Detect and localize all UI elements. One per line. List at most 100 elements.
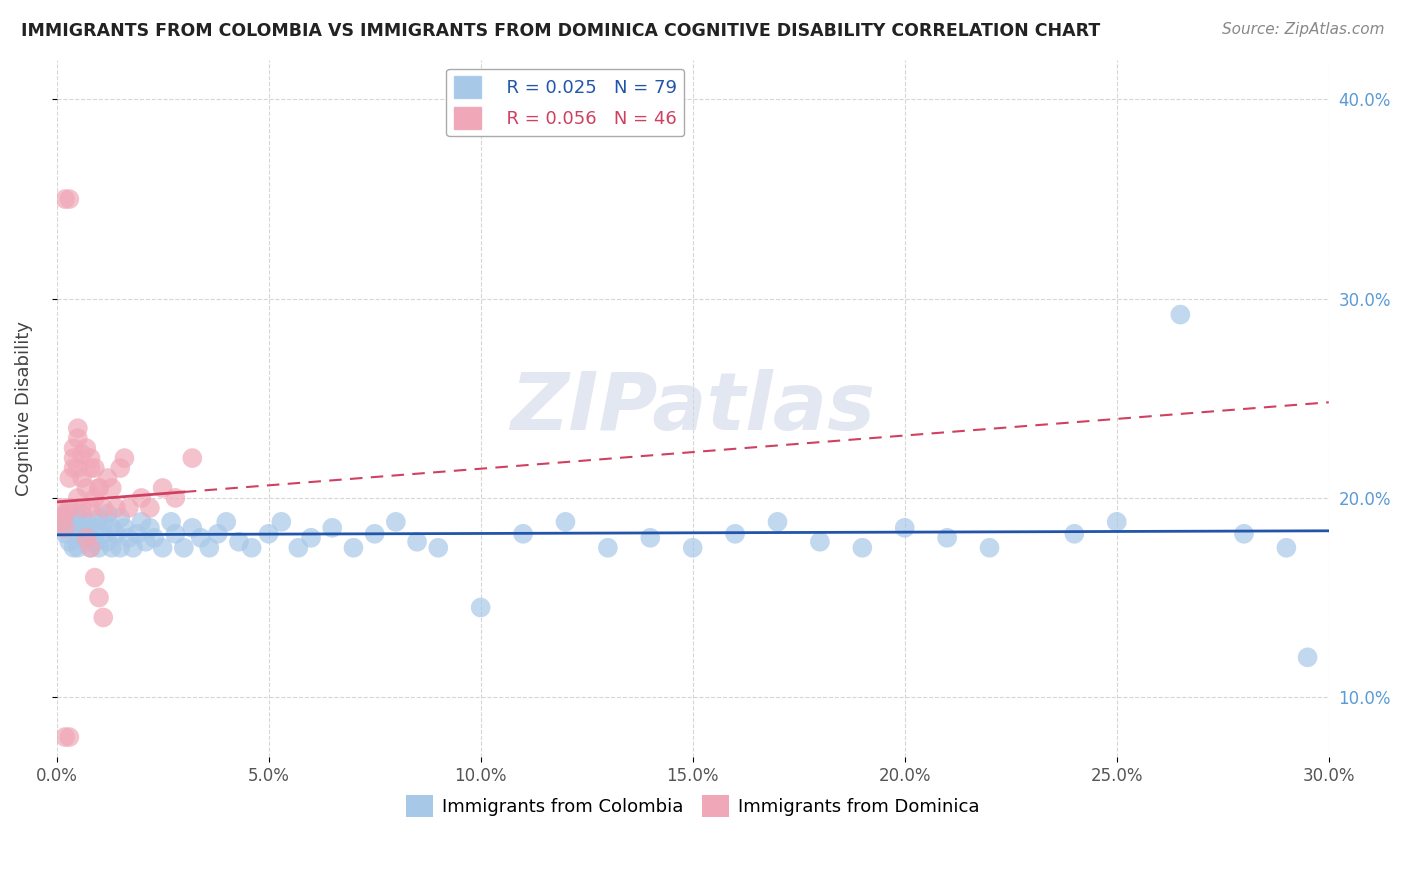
Point — [363, 526, 385, 541]
Point — [682, 541, 704, 555]
Point — [70, 507, 93, 521]
Point — [62, 541, 84, 555]
Point — [114, 521, 136, 535]
Point — [257, 526, 280, 541]
Point — [62, 461, 84, 475]
Point — [87, 511, 110, 525]
Point — [66, 491, 89, 505]
Point — [70, 500, 93, 515]
Point — [181, 451, 204, 466]
Point — [1063, 526, 1085, 541]
Point — [110, 511, 132, 525]
Point — [406, 534, 429, 549]
Point — [215, 515, 238, 529]
Point — [979, 541, 1001, 555]
Point — [53, 521, 76, 535]
Point — [53, 515, 76, 529]
Point — [70, 471, 93, 485]
Point — [79, 451, 101, 466]
Point — [342, 541, 364, 555]
Text: IMMIGRANTS FROM COLOMBIA VS IMMIGRANTS FROM DOMINICA COGNITIVE DISABILITY CORREL: IMMIGRANTS FROM COLOMBIA VS IMMIGRANTS F… — [21, 22, 1101, 40]
Point — [724, 526, 747, 541]
Point — [58, 500, 80, 515]
Point — [70, 447, 93, 461]
Point — [49, 500, 72, 515]
Legend: Immigrants from Colombia, Immigrants from Dominica: Immigrants from Colombia, Immigrants fro… — [399, 789, 987, 824]
Point — [53, 526, 76, 541]
Point — [173, 541, 195, 555]
Point — [66, 421, 89, 435]
Point — [118, 531, 141, 545]
Point — [66, 461, 89, 475]
Point — [104, 526, 127, 541]
Point — [49, 521, 72, 535]
Point — [198, 541, 221, 555]
Point — [131, 491, 153, 505]
Point — [152, 481, 174, 495]
Point — [79, 531, 101, 545]
Point — [139, 521, 162, 535]
Point — [851, 541, 873, 555]
Point — [100, 541, 122, 555]
Point — [596, 541, 619, 555]
Point — [135, 534, 157, 549]
Point — [75, 481, 97, 495]
Point — [75, 534, 97, 549]
Point — [62, 441, 84, 455]
Point — [49, 511, 72, 525]
Point — [512, 526, 534, 541]
Point — [83, 521, 105, 535]
Point — [181, 521, 204, 535]
Point — [299, 531, 322, 545]
Point — [75, 441, 97, 455]
Point — [91, 610, 114, 624]
Point — [127, 526, 149, 541]
Point — [66, 541, 89, 555]
Point — [766, 515, 789, 529]
Point — [62, 451, 84, 466]
Point — [62, 521, 84, 535]
Point — [554, 515, 576, 529]
Point — [152, 541, 174, 555]
Point — [87, 591, 110, 605]
Point — [131, 515, 153, 529]
Point — [110, 461, 132, 475]
Point — [91, 515, 114, 529]
Point — [165, 526, 187, 541]
Point — [96, 534, 118, 549]
Point — [58, 192, 80, 206]
Point — [58, 507, 80, 521]
Point — [118, 500, 141, 515]
Point — [287, 541, 309, 555]
Point — [139, 500, 162, 515]
Point — [808, 534, 831, 549]
Point — [75, 515, 97, 529]
Point — [58, 730, 80, 744]
Point — [70, 521, 93, 535]
Point — [66, 511, 89, 525]
Point — [79, 541, 101, 555]
Point — [87, 481, 110, 495]
Point — [1296, 650, 1319, 665]
Text: Source: ZipAtlas.com: Source: ZipAtlas.com — [1222, 22, 1385, 37]
Point — [58, 534, 80, 549]
Point — [83, 491, 105, 505]
Point — [83, 534, 105, 549]
Point — [83, 571, 105, 585]
Point — [207, 526, 229, 541]
Point — [83, 461, 105, 475]
Point — [122, 541, 145, 555]
Point — [100, 481, 122, 495]
Y-axis label: Cognitive Disability: Cognitive Disability — [15, 321, 32, 496]
Point — [53, 730, 76, 744]
Point — [110, 541, 132, 555]
Point — [321, 521, 343, 535]
Point — [1105, 515, 1128, 529]
Point — [104, 500, 127, 515]
Point — [228, 534, 250, 549]
Point — [87, 541, 110, 555]
Point — [75, 531, 97, 545]
Point — [270, 515, 292, 529]
Point — [160, 515, 183, 529]
Point — [1170, 308, 1192, 322]
